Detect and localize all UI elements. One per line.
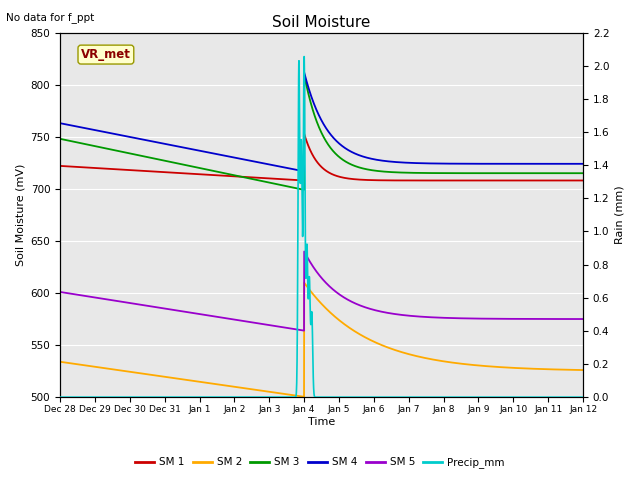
SM 1 [579,178,587,183]
SM 5 [579,316,587,322]
SM 3 [570,170,577,176]
SM 2 [300,394,308,400]
SM 5 [56,289,64,295]
Y-axis label: Soil Moisture (mV): Soil Moisture (mV) [15,164,25,266]
SM 4 [513,161,521,167]
Precip_mm [569,394,577,400]
Line: SM 5: SM 5 [60,252,583,331]
SM 1 [147,168,155,174]
X-axis label: Time: Time [308,417,335,427]
SM 5 [116,299,124,304]
SM 3 [116,148,124,154]
SM 3 [56,136,64,142]
SM 4 [300,70,308,75]
SM 4 [257,160,264,166]
Y-axis label: Rain (mm): Rain (mm) [615,186,625,244]
SM 2 [56,359,64,365]
SM 5 [300,249,308,254]
SM 1 [257,175,264,181]
Line: Precip_mm: Precip_mm [60,57,583,397]
SM 2 [280,391,287,396]
SM 3 [300,72,308,78]
Line: SM 4: SM 4 [60,72,583,171]
Line: SM 2: SM 2 [60,283,583,397]
SM 2 [116,367,124,373]
SM 4 [280,164,287,170]
SM 4 [579,161,587,167]
SM 3 [257,178,264,184]
SM 4 [56,120,64,126]
SM 1 [569,178,577,183]
SM 2 [570,367,577,373]
SM 2 [300,280,308,286]
SM 4 [116,132,124,138]
SM 5 [570,316,577,322]
Precip_mm [147,394,155,400]
Title: Soil Moisture: Soil Moisture [273,15,371,30]
SM 3 [280,182,287,188]
SM 2 [579,367,587,373]
SM 4 [570,161,577,167]
SM 2 [257,388,264,394]
SM 4 [300,168,308,174]
Text: No data for f_ppt: No data for f_ppt [6,12,95,23]
SM 1 [280,176,287,182]
Line: SM 1: SM 1 [60,134,583,180]
SM 2 [147,372,155,378]
SM 3 [513,170,521,176]
Precip_mm [579,394,587,400]
SM 3 [147,155,155,161]
SM 1 [513,178,520,183]
SM 1 [116,167,124,172]
SM 3 [300,187,308,193]
Line: SM 3: SM 3 [60,75,583,190]
SM 5 [513,316,521,322]
Precip_mm [300,54,308,60]
Legend: SM 1, SM 2, SM 3, SM 4, SM 5, Precip_mm: SM 1, SM 2, SM 3, SM 4, SM 5, Precip_mm [131,453,509,472]
Precip_mm [513,394,520,400]
SM 2 [513,365,521,371]
Precip_mm [257,394,264,400]
SM 1 [300,131,308,137]
SM 3 [579,170,587,176]
SM 4 [147,138,155,144]
SM 5 [147,303,155,309]
Precip_mm [56,394,64,400]
Precip_mm [280,394,287,400]
SM 1 [56,163,64,169]
SM 5 [280,324,287,330]
SM 5 [300,328,308,334]
SM 5 [257,321,264,326]
Precip_mm [116,394,124,400]
Text: VR_met: VR_met [81,48,131,61]
